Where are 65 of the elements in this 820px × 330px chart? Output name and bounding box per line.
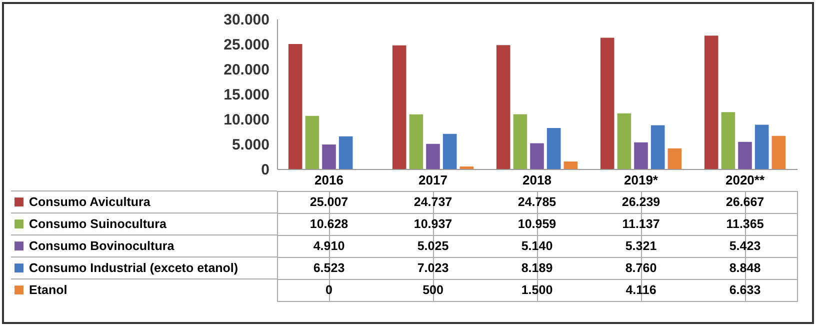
legend-label: Consumo Suinocultura <box>29 217 168 231</box>
data-label: 26.239 <box>622 195 660 209</box>
legend-label: Etanol <box>29 283 68 297</box>
bar <box>338 136 353 169</box>
data-label: 10.628 <box>310 217 348 231</box>
data-label: 24.785 <box>518 195 556 209</box>
data-label: 10.937 <box>414 217 452 231</box>
bar <box>600 38 614 169</box>
data-label: 25.007 <box>310 195 348 209</box>
y-tick-label: 25.000 <box>224 36 270 54</box>
bar <box>530 143 544 169</box>
data-label: 8.189 <box>521 261 553 275</box>
bar <box>322 144 336 169</box>
bar <box>704 36 718 169</box>
data-label: 4.116 <box>626 283 656 297</box>
y-tick-label: 10.000 <box>224 112 270 128</box>
data-label: 0 <box>326 283 333 297</box>
data-label: 10.959 <box>518 217 556 231</box>
bar <box>513 114 528 169</box>
bar <box>546 128 561 169</box>
bar <box>426 144 440 169</box>
bar <box>617 113 632 169</box>
data-label: 1.500 <box>521 283 553 297</box>
x-tick-label: 2017 <box>418 172 448 188</box>
data-label: 6.633 <box>729 283 761 297</box>
bar <box>564 162 578 169</box>
bar <box>305 116 320 169</box>
data-label: 5.140 <box>521 239 553 253</box>
data-label: 5.321 <box>625 239 657 253</box>
data-label: 6.523 <box>313 261 345 275</box>
data-label: 500 <box>422 283 444 297</box>
data-label: 4.910 <box>313 239 345 253</box>
data-label: 7.023 <box>417 261 449 275</box>
data-label: 8.760 <box>625 261 657 275</box>
bar <box>288 44 302 169</box>
data-label: 11.365 <box>726 217 764 231</box>
data-label: 26.667 <box>726 195 764 209</box>
data-label: 5.025 <box>417 239 449 253</box>
legend-label: Consumo Industrial (exceto etanol) <box>29 261 238 275</box>
data-label: 5.423 <box>729 239 761 253</box>
y-tick-label: 0 <box>261 162 270 178</box>
y-tick-label: 5.000 <box>232 136 270 154</box>
bar <box>442 134 457 169</box>
y-tick-label: 20.000 <box>224 62 270 78</box>
bar <box>721 112 736 169</box>
bar <box>650 125 665 169</box>
legend-label: Consumo Bovinocultura <box>29 239 176 253</box>
bar <box>772 136 786 169</box>
data-label: 24.737 <box>414 195 452 209</box>
bar <box>738 142 752 169</box>
legend-label: Consumo Avicultura <box>29 195 152 209</box>
y-tick-label: 15.000 <box>224 86 270 104</box>
x-tick-label: 2020** <box>725 172 766 188</box>
bar <box>409 114 424 169</box>
bar <box>634 142 648 169</box>
bar <box>392 45 406 169</box>
x-tick-label: 2018 <box>522 172 552 188</box>
x-tick-label: 2016 <box>314 172 344 188</box>
bar <box>668 148 682 169</box>
data-label: 11.137 <box>622 217 660 231</box>
y-tick-label: 30.000 <box>224 12 270 28</box>
x-tick-label: 2019* <box>624 172 659 188</box>
bar <box>496 45 510 169</box>
bar <box>754 124 769 169</box>
data-label: 8.848 <box>729 261 761 275</box>
